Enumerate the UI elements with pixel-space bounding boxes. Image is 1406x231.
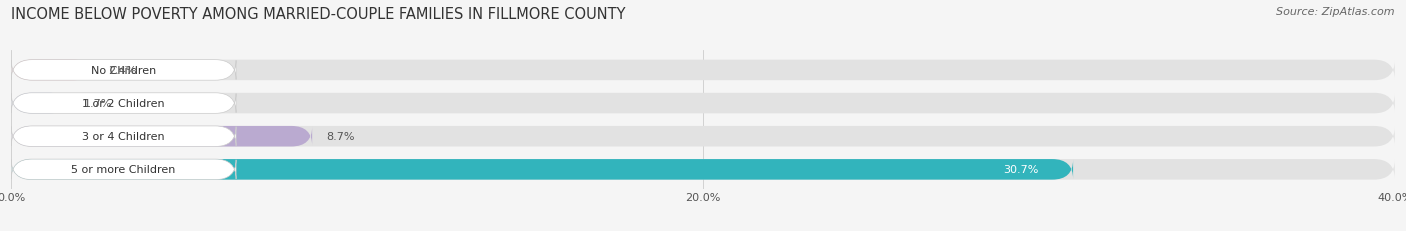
FancyBboxPatch shape — [11, 60, 236, 81]
FancyBboxPatch shape — [11, 159, 1395, 180]
FancyBboxPatch shape — [11, 159, 236, 180]
FancyBboxPatch shape — [11, 93, 70, 114]
Text: INCOME BELOW POVERTY AMONG MARRIED-COUPLE FAMILIES IN FILLMORE COUNTY: INCOME BELOW POVERTY AMONG MARRIED-COUPL… — [11, 7, 626, 22]
FancyBboxPatch shape — [11, 93, 1395, 114]
Text: 8.7%: 8.7% — [326, 132, 354, 142]
Text: 1 or 2 Children: 1 or 2 Children — [83, 99, 165, 109]
Text: 5 or more Children: 5 or more Children — [72, 165, 176, 175]
FancyBboxPatch shape — [11, 126, 236, 147]
FancyBboxPatch shape — [11, 60, 1395, 81]
Text: Source: ZipAtlas.com: Source: ZipAtlas.com — [1277, 7, 1395, 17]
FancyBboxPatch shape — [11, 93, 236, 114]
Text: 1.7%: 1.7% — [84, 99, 112, 109]
FancyBboxPatch shape — [11, 60, 94, 81]
Text: 2.4%: 2.4% — [108, 66, 136, 76]
Text: No Children: No Children — [91, 66, 156, 76]
FancyBboxPatch shape — [11, 159, 1073, 180]
Text: 3 or 4 Children: 3 or 4 Children — [83, 132, 165, 142]
FancyBboxPatch shape — [11, 126, 312, 147]
FancyBboxPatch shape — [11, 126, 1395, 147]
Text: 30.7%: 30.7% — [1002, 165, 1039, 175]
